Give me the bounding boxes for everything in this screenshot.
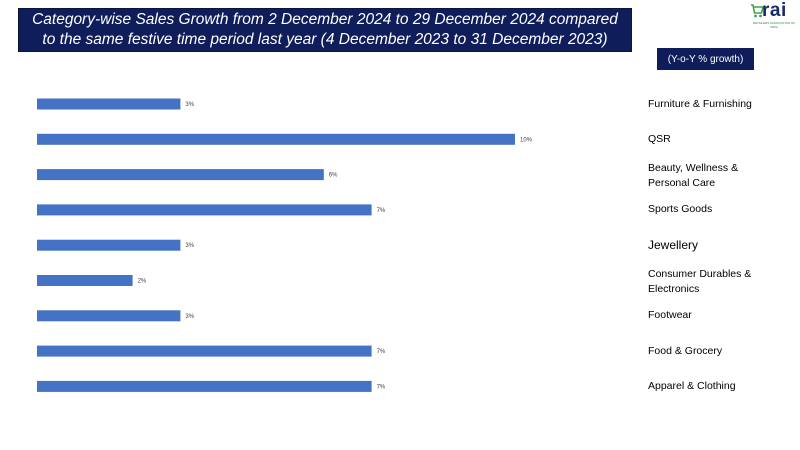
category-label-9: Apparel & Clothing — [648, 379, 788, 394]
data-label-7: 3% — [185, 314, 194, 320]
data-label-8: 7% — [377, 349, 386, 355]
logo-subtitle: RETAILERS ASSOCIATION OF INDIA — [752, 21, 796, 29]
rai-logo: rai RETAILERS ASSOCIATION OF INDIA — [750, 0, 798, 29]
bar-1 — [37, 98, 181, 110]
category-label-3: Beauty, Wellness & Personal Care — [648, 161, 788, 191]
category-label-5: Jewellery — [648, 238, 788, 253]
unit-label: (Y-o-Y % growth) — [657, 48, 754, 70]
bar-6 — [37, 275, 133, 286]
shopping-cart-icon — [751, 4, 764, 18]
bar-3 — [37, 169, 324, 181]
logo-text: rai — [762, 0, 787, 21]
bar-2 — [37, 133, 515, 145]
chart-title: Category-wise Sales Growth from 2 Decemb… — [18, 8, 632, 52]
data-label-2: 10% — [520, 137, 533, 143]
category-label-8: Food & Grocery — [648, 344, 788, 359]
data-label-3: 6% — [329, 173, 338, 179]
category-label-6: Consumer Durables & Electronics — [648, 267, 788, 297]
bar-9 — [37, 380, 372, 392]
category-label-line: QSR — [648, 132, 671, 145]
category-label-line: Electronics — [648, 282, 700, 295]
category-label-2: QSR — [648, 132, 788, 147]
data-label-9: 7% — [377, 384, 386, 390]
category-label-line: Furniture & Furnishing — [648, 97, 752, 110]
category-label-line: Apparel & Clothing — [648, 379, 736, 392]
category-label-1: Furniture & Furnishing — [648, 97, 788, 112]
bar-5 — [37, 239, 181, 251]
data-label-4: 7% — [377, 208, 386, 214]
category-label-4: Sports Goods — [648, 202, 788, 217]
category-label-line: Consumer Durables & — [648, 267, 752, 280]
category-label-line: Food & Grocery — [648, 344, 723, 357]
category-label-line: Sports Goods — [648, 203, 713, 216]
category-label-7: Footwear — [648, 308, 788, 323]
bar-4 — [37, 204, 372, 216]
category-label-line: Beauty, Wellness & — [648, 161, 739, 174]
category-label-line: Footwear — [648, 309, 692, 322]
data-label-5: 3% — [185, 243, 194, 249]
category-label-line: Personal Care — [648, 176, 716, 189]
category-label-line: Jewellery — [648, 237, 699, 252]
bar-8 — [37, 345, 372, 357]
data-label-6: 2% — [138, 279, 147, 285]
bar-7 — [37, 310, 181, 322]
data-label-1: 3% — [185, 102, 194, 108]
